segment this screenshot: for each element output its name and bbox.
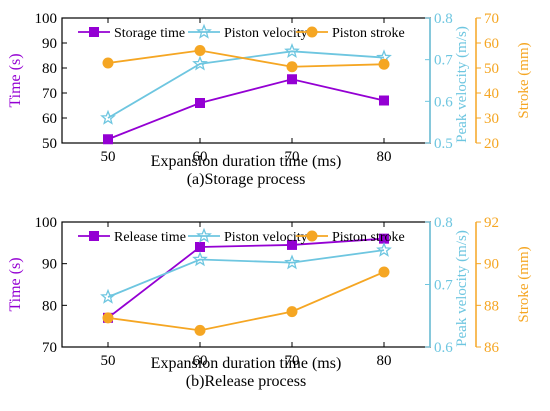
series-line-stroke: [107, 271, 385, 332]
data-point-time: [195, 98, 205, 108]
stroke-tick-label: 86: [484, 340, 500, 356]
legend-label: Release time: [114, 230, 186, 245]
velocity-axis-label: Peak velocity (m/s): [454, 26, 470, 143]
stroke-tick-label: 70: [484, 11, 499, 27]
left-tick-label: 80: [42, 298, 57, 314]
velocity-tick-label: 0.8: [434, 215, 453, 231]
legend-marker-velocity: [196, 227, 212, 243]
panel-caption: (a)Storage process: [187, 171, 306, 188]
legend-marker-stroke: [306, 26, 318, 38]
series-line-velocity: [107, 249, 385, 298]
left-axis-label: Time (s): [7, 53, 24, 107]
legend-marker-velocity: [196, 23, 212, 39]
series-line-time: [107, 78, 385, 141]
x-tick-label: 50: [101, 353, 116, 369]
x-axis-label: Expansion duration time (ms): [151, 153, 342, 170]
data-point-velocity: [192, 55, 208, 71]
left-axis-label: Time (s): [7, 257, 24, 311]
data-point-stroke: [102, 312, 114, 324]
left-tick-label: 100: [35, 11, 58, 27]
data-point-time: [379, 233, 389, 244]
data-point-stroke: [194, 324, 206, 336]
stroke-tick-label: 40: [484, 86, 499, 102]
data-point-stroke: [378, 58, 390, 70]
velocity-tick-label: 0.7: [434, 278, 453, 294]
left-tick-label: 90: [42, 257, 57, 273]
velocity-tick-label: 0.8: [434, 11, 453, 27]
left-tick-label: 50: [42, 136, 57, 152]
x-tick-label: 70: [285, 353, 300, 369]
data-point-time: [195, 242, 205, 252]
data-point-time: [103, 134, 113, 145]
panel-caption: (b)Release process: [186, 373, 306, 390]
data-point-stroke: [286, 306, 298, 318]
data-point-velocity: [100, 288, 116, 304]
velocity-tick-label: 0.5: [434, 136, 453, 152]
legend-label: Piston stroke: [332, 26, 405, 41]
data-point-time: [287, 239, 297, 250]
data-point-stroke: [286, 61, 298, 73]
left-tick-label: 80: [42, 61, 57, 77]
data-point-stroke: [102, 57, 114, 69]
legend-label: Piston velocity: [224, 26, 308, 41]
series-line-velocity: [107, 50, 385, 119]
legend-marker-stroke: [306, 230, 318, 242]
x-tick-label: 60: [193, 353, 208, 369]
stroke-tick-label: 30: [484, 111, 499, 127]
x-tick-label: 70: [285, 149, 300, 165]
velocity-tick-label: 0.7: [434, 53, 453, 69]
legend-label: Storage time: [114, 26, 185, 41]
series-line-stroke: [107, 49, 385, 68]
series-line-time: [107, 237, 385, 319]
x-tick-label: 80: [377, 353, 392, 369]
x-axis-label: Expansion duration time (ms): [151, 355, 342, 372]
data-point-velocity: [192, 251, 208, 267]
velocity-tick-label: 0.6: [434, 340, 453, 356]
velocity-tick-label: 0.6: [434, 94, 453, 110]
data-point-velocity: [100, 109, 116, 125]
data-point-velocity: [284, 254, 300, 270]
left-tick-label: 70: [42, 340, 57, 356]
chart-panel-release: 50 60 70 80 Expansion duration time (ms)(b)R…: [7, 215, 532, 390]
data-point-velocity: [284, 43, 300, 59]
data-point-time: [287, 74, 297, 85]
stroke-tick-label: 50: [484, 61, 499, 77]
stroke-axis-label: Stroke (mm): [516, 42, 532, 118]
stroke-tick-label: 60: [484, 36, 499, 52]
legend-marker-time: [89, 231, 99, 241]
left-tick-label: 100: [35, 215, 58, 231]
stroke-tick-label: 20: [484, 136, 499, 152]
stroke-axis-label: Stroke (mm): [516, 246, 532, 322]
left-tick-label: 90: [42, 36, 57, 52]
data-point-stroke: [194, 45, 206, 56]
x-tick-label: 50: [101, 149, 116, 165]
left-tick-label: 70: [42, 86, 57, 102]
velocity-axis-label: Peak velocity (m/s): [454, 230, 470, 347]
data-point-velocity: [376, 241, 392, 257]
data-point-stroke: [378, 266, 390, 278]
chart-panel-storage: 50 60 70 80 Expansion duration time (ms)(a)S…: [7, 11, 532, 188]
stroke-tick-label: 90: [484, 257, 499, 273]
stroke-tick-label: 88: [484, 298, 499, 314]
data-point-time: [379, 95, 389, 106]
stroke-tick-label: 92: [484, 215, 499, 231]
left-tick-label: 60: [42, 111, 57, 127]
legend-label: Piston velocity: [224, 230, 308, 245]
x-tick-label: 80: [377, 149, 392, 165]
legend-label: Piston stroke: [332, 230, 405, 245]
x-tick-label: 60: [193, 149, 208, 165]
legend-marker-time: [89, 27, 99, 37]
